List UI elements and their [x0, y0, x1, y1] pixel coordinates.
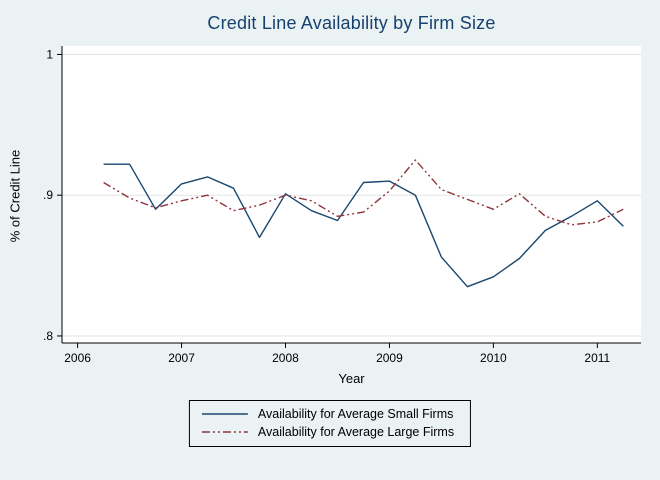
- y-tick-label: .8: [43, 329, 53, 343]
- y-tick-label: .9: [43, 188, 53, 202]
- x-tick-label: 2010: [480, 351, 507, 365]
- legend: Availability for Average Small Firms Avai…: [188, 400, 472, 447]
- y-axis-title: % of Credit Line: [7, 149, 23, 243]
- x-axis-title: Year: [338, 371, 365, 386]
- legend-item: Availability for Average Large Firms: [201, 425, 455, 439]
- legend-item: Availability for Average Small Firms: [201, 407, 454, 421]
- legend-label: Availability for Average Large Firms: [257, 425, 455, 439]
- x-tick-label: 2006: [64, 351, 91, 365]
- legend-line-sample: [201, 431, 248, 433]
- legend-line-sample: [201, 413, 248, 415]
- chart-title: Credit Line Availability by Firm Size: [207, 13, 496, 33]
- x-tick-label: 2007: [168, 351, 195, 365]
- y-tick-label: 1: [46, 47, 53, 61]
- x-tick-label: 2009: [376, 351, 403, 365]
- legend-label: Availability for Average Small Firms: [257, 407, 454, 421]
- plot-background: [62, 46, 641, 343]
- x-tick-label: 2008: [272, 351, 299, 365]
- x-tick-label: 2011: [584, 351, 610, 365]
- series-line-1: [103, 163, 624, 288]
- series-line-2: [103, 159, 624, 226]
